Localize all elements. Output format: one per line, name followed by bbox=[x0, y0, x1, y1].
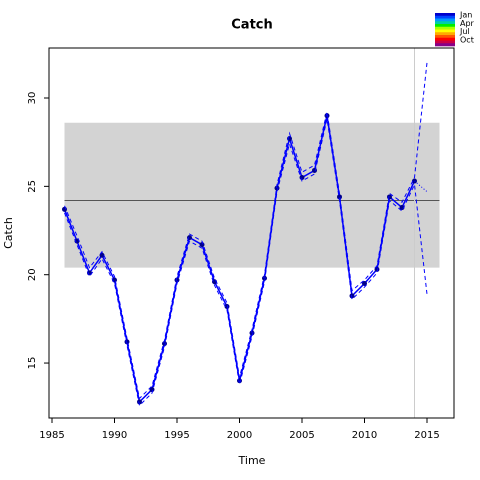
data-point bbox=[312, 167, 317, 173]
x-axis-label: Time bbox=[238, 454, 266, 467]
legend-swatch bbox=[435, 43, 455, 47]
data-point bbox=[124, 339, 130, 345]
data-point bbox=[199, 242, 205, 248]
legend-swatch bbox=[435, 15, 455, 19]
legend-swatch bbox=[435, 32, 455, 36]
legend-label: Oct bbox=[460, 35, 474, 44]
x-tick-label: 1985 bbox=[39, 430, 64, 441]
series-line bbox=[64, 62, 428, 400]
x-tick-label: 1995 bbox=[164, 430, 189, 441]
legend-swatch bbox=[435, 35, 455, 39]
x-tick-label: 2015 bbox=[414, 430, 439, 441]
y-axis-label: Catch bbox=[2, 217, 15, 249]
data-point bbox=[362, 281, 367, 287]
x-tick-label: 1990 bbox=[102, 430, 127, 441]
legend-label: Apr bbox=[460, 19, 475, 28]
legend-label: Jul bbox=[459, 27, 470, 36]
legend-swatch bbox=[435, 24, 455, 28]
legend-label: Jan bbox=[459, 11, 472, 20]
y-tick-label: 30 bbox=[27, 92, 38, 105]
series-line bbox=[64, 119, 428, 407]
data-point bbox=[299, 175, 305, 181]
y-tick-label: 15 bbox=[27, 357, 38, 370]
x-tick-label: 2005 bbox=[289, 430, 314, 441]
legend-swatch bbox=[435, 21, 455, 25]
plot-frame bbox=[48, 47, 455, 419]
data-point bbox=[249, 330, 255, 336]
x-tick-label: 2010 bbox=[352, 430, 377, 441]
legend-swatch bbox=[435, 18, 455, 22]
x-tick-label: 2000 bbox=[227, 430, 252, 441]
range-band bbox=[64, 122, 440, 268]
legend-swatch bbox=[435, 40, 455, 44]
data-point bbox=[149, 387, 155, 393]
data-point bbox=[337, 194, 342, 200]
data-point bbox=[137, 399, 142, 405]
data-point bbox=[324, 113, 330, 119]
legend-swatch bbox=[435, 13, 455, 17]
legend-swatch bbox=[435, 26, 455, 30]
y-tick-label: 25 bbox=[27, 180, 38, 193]
legend-swatch bbox=[435, 37, 455, 41]
chart-title: Catch bbox=[231, 18, 273, 33]
data-point bbox=[162, 341, 167, 347]
data-point bbox=[274, 185, 280, 191]
legend-swatch bbox=[435, 29, 455, 33]
y-tick-label: 20 bbox=[27, 268, 38, 281]
